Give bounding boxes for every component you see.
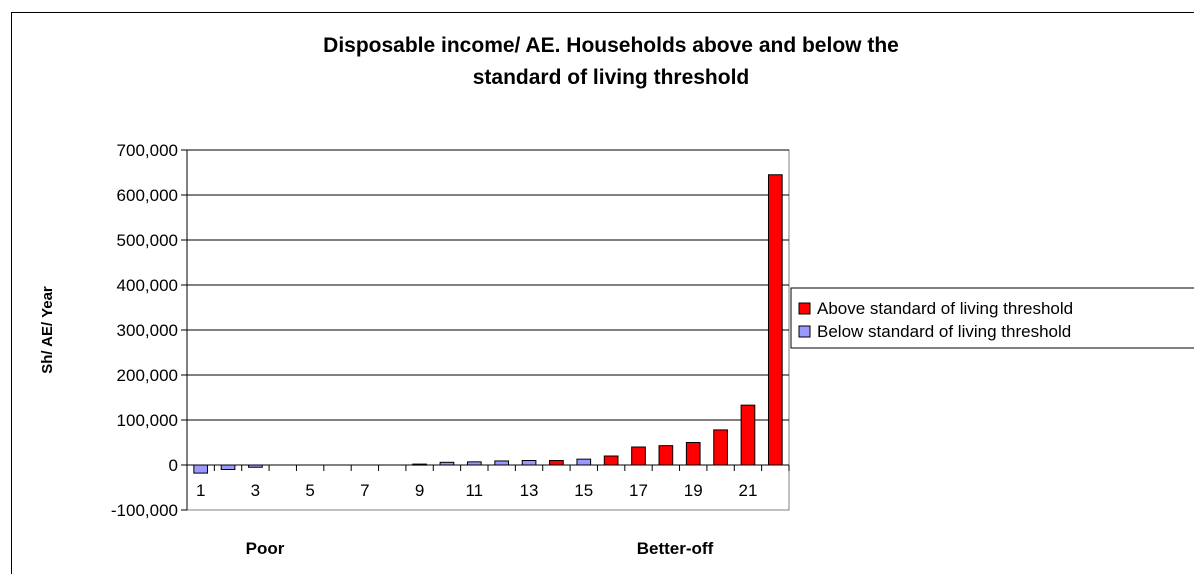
- x-tick-label: 9: [415, 481, 424, 500]
- bar-below-1: [193, 464, 209, 474]
- y-tick-label: 100,000: [117, 411, 178, 430]
- bar-above-17: [631, 446, 646, 466]
- y-tick-label: 500,000: [117, 231, 178, 250]
- y-tick-label: 700,000: [117, 141, 178, 160]
- x-tick-label: 13: [520, 481, 539, 500]
- bar-above-16: [603, 455, 619, 466]
- bar-above-22: [767, 174, 783, 466]
- x-tick-label: 1: [196, 481, 205, 500]
- y-tick-label: 300,000: [117, 321, 178, 340]
- y-tick-label: 400,000: [117, 276, 178, 295]
- bar-below-2: [220, 464, 236, 470]
- legend-swatch: [798, 302, 811, 315]
- x-tick-label: 11: [465, 481, 483, 500]
- bar-below-12: [494, 460, 510, 466]
- x-label-poor: Poor: [246, 539, 285, 558]
- x-tick-label: 3: [251, 481, 260, 500]
- gridlines: [187, 149, 789, 421]
- y-axis-label: Sh/ AE/ Year: [39, 286, 56, 374]
- chart-title-line-2: standard of living threshold: [473, 66, 750, 89]
- x-tick-label: 5: [305, 481, 314, 500]
- x-tick-label: 19: [684, 481, 703, 500]
- bar-above-20: [713, 429, 728, 466]
- y-tick-label: -100,000: [111, 501, 178, 520]
- chart-title-line-1: Disposable income/ AE. Households above …: [323, 34, 899, 57]
- bar-above-18: [658, 445, 674, 466]
- x-tick-label: 7: [360, 481, 369, 500]
- bar-below-13: [521, 460, 537, 466]
- y-tick-label: 200,000: [117, 366, 178, 385]
- bar-above-14: [549, 460, 564, 466]
- bar-above-19: [685, 442, 701, 466]
- legend-swatch: [798, 325, 811, 338]
- legend-label: Below standard of living threshold: [817, 322, 1071, 341]
- x-tick-label: 15: [574, 481, 593, 500]
- x-tick-labels: 1 3 5 7 9 11 13 15 17 19 21: [196, 481, 757, 500]
- bar-below-15: [576, 458, 592, 466]
- bar-above-21: [740, 404, 756, 466]
- y-tick-label: 600,000: [117, 186, 178, 205]
- legend-box: [790, 287, 1194, 349]
- x-tick-label: 21: [738, 481, 757, 500]
- x-label-better-off: Better-off: [637, 539, 714, 558]
- y-tick-label: 0: [169, 456, 178, 475]
- legend-label: Above standard of living threshold: [817, 299, 1073, 318]
- legend: Above standard of living threshold Below …: [790, 287, 1194, 349]
- x-tick-label: 17: [629, 481, 648, 500]
- axes: [181, 149, 790, 511]
- bars: [193, 174, 783, 474]
- y-tick-labels: -100,000 0 100,000 200,000 300,000 400,000 500…: [111, 141, 178, 520]
